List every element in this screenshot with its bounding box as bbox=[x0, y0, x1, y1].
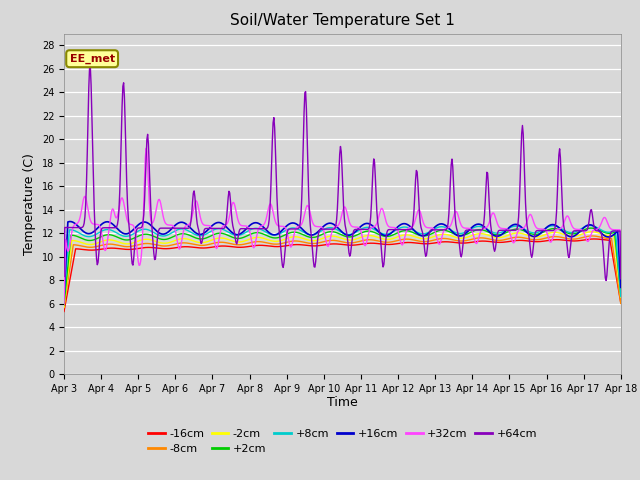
Text: EE_met: EE_met bbox=[70, 54, 115, 64]
Legend: -16cm, -8cm, -2cm, +2cm, +8cm, +16cm, +32cm, +64cm: -16cm, -8cm, -2cm, +2cm, +8cm, +16cm, +3… bbox=[143, 424, 541, 459]
Y-axis label: Temperature (C): Temperature (C) bbox=[23, 153, 36, 255]
X-axis label: Time: Time bbox=[327, 396, 358, 408]
Title: Soil/Water Temperature Set 1: Soil/Water Temperature Set 1 bbox=[230, 13, 455, 28]
